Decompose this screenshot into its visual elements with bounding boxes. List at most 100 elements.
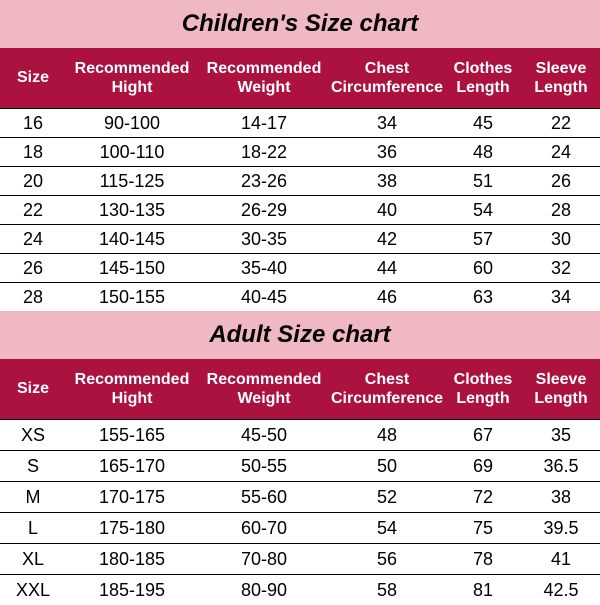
children-cell: 115-125 — [66, 167, 198, 195]
children-cell: 30-35 — [198, 225, 330, 253]
children-cell: 22 — [0, 196, 66, 224]
children-section: Children's Size chart SizeRecommendedHig… — [0, 0, 600, 311]
children-cell: 44 — [330, 254, 444, 282]
children-row: 18100-11018-22364824 — [0, 137, 600, 166]
children-row: 20115-12523-26385126 — [0, 166, 600, 195]
children-cell: 36 — [330, 138, 444, 166]
adult-row: XXL185-19580-90588142.5 — [0, 574, 600, 605]
children-header-cell: ChestCircumference — [330, 48, 444, 108]
children-cell: 63 — [444, 283, 522, 311]
children-header-cell: ClothesLength — [444, 48, 522, 108]
adult-cell: 45-50 — [198, 420, 330, 450]
children-cell: 34 — [330, 109, 444, 137]
adult-cell: 72 — [444, 482, 522, 512]
adult-row: L175-18060-70547539.5 — [0, 512, 600, 543]
adult-cell: 50-55 — [198, 451, 330, 481]
adult-cell: 70-80 — [198, 544, 330, 574]
children-cell: 26-29 — [198, 196, 330, 224]
adult-cell: 78 — [444, 544, 522, 574]
adult-cell: 155-165 — [66, 420, 198, 450]
children-cell: 28 — [0, 283, 66, 311]
children-cell: 16 — [0, 109, 66, 137]
children-cell: 34 — [522, 283, 600, 311]
adult-cell: 175-180 — [66, 513, 198, 543]
adult-cell: 58 — [330, 575, 444, 605]
children-cell: 51 — [444, 167, 522, 195]
children-cell: 145-150 — [66, 254, 198, 282]
adult-cell: S — [0, 451, 66, 481]
adult-cell: 56 — [330, 544, 444, 574]
adult-cell: 81 — [444, 575, 522, 605]
children-cell: 30 — [522, 225, 600, 253]
adult-header-cell: RecommendedWeight — [198, 359, 330, 419]
children-cell: 54 — [444, 196, 522, 224]
children-cell: 57 — [444, 225, 522, 253]
adult-cell: 180-185 — [66, 544, 198, 574]
adult-cell: 38 — [522, 482, 600, 512]
adult-title: Adult Size chart — [0, 311, 600, 359]
adult-cell: 52 — [330, 482, 444, 512]
children-cell: 130-135 — [66, 196, 198, 224]
children-cell: 90-100 — [66, 109, 198, 137]
adult-cell: 80-90 — [198, 575, 330, 605]
adult-header-cell: Size — [0, 359, 66, 419]
children-header-cell: SleeveLength — [522, 48, 600, 108]
children-cell: 45 — [444, 109, 522, 137]
children-row: 28150-15540-45466334 — [0, 282, 600, 311]
children-cell: 38 — [330, 167, 444, 195]
adult-cell: 42.5 — [522, 575, 600, 605]
adult-cell: 48 — [330, 420, 444, 450]
adult-cell: 69 — [444, 451, 522, 481]
children-rows: 1690-10014-1734452218100-11018-223648242… — [0, 108, 600, 311]
adult-rows: XS155-16545-50486735S165-17050-55506936.… — [0, 419, 600, 605]
children-header-cell: Size — [0, 48, 66, 108]
children-row: 26145-15035-40446032 — [0, 253, 600, 282]
children-cell: 20 — [0, 167, 66, 195]
adult-cell: 36.5 — [522, 451, 600, 481]
children-cell: 24 — [0, 225, 66, 253]
children-cell: 46 — [330, 283, 444, 311]
children-cell: 26 — [0, 254, 66, 282]
adult-cell: 165-170 — [66, 451, 198, 481]
adult-cell: 170-175 — [66, 482, 198, 512]
adult-cell: 54 — [330, 513, 444, 543]
children-cell: 100-110 — [66, 138, 198, 166]
adult-header-cell: SleeveLength — [522, 359, 600, 419]
children-cell: 18-22 — [198, 138, 330, 166]
adult-header-cell: ClothesLength — [444, 359, 522, 419]
children-cell: 18 — [0, 138, 66, 166]
children-cell: 28 — [522, 196, 600, 224]
children-cell: 35-40 — [198, 254, 330, 282]
children-header-cell: RecommendedHight — [66, 48, 198, 108]
adult-cell: XL — [0, 544, 66, 574]
children-row: 24140-14530-35425730 — [0, 224, 600, 253]
children-cell: 60 — [444, 254, 522, 282]
children-header-row: SizeRecommendedHightRecommendedWeightChe… — [0, 48, 600, 108]
children-cell: 26 — [522, 167, 600, 195]
children-cell: 23-26 — [198, 167, 330, 195]
children-header-cell: RecommendedWeight — [198, 48, 330, 108]
adult-cell: 50 — [330, 451, 444, 481]
children-cell: 40 — [330, 196, 444, 224]
children-cell: 14-17 — [198, 109, 330, 137]
children-row: 22130-13526-29405428 — [0, 195, 600, 224]
children-cell: 140-145 — [66, 225, 198, 253]
children-cell: 150-155 — [66, 283, 198, 311]
adult-row: M170-17555-60527238 — [0, 481, 600, 512]
children-cell: 42 — [330, 225, 444, 253]
adult-header-cell: RecommendedHight — [66, 359, 198, 419]
children-cell: 22 — [522, 109, 600, 137]
children-row: 1690-10014-17344522 — [0, 108, 600, 137]
children-cell: 48 — [444, 138, 522, 166]
children-cell: 24 — [522, 138, 600, 166]
adult-header-cell: ChestCircumference — [330, 359, 444, 419]
adult-cell: XS — [0, 420, 66, 450]
adult-section: Adult Size chart SizeRecommendedHightRec… — [0, 311, 600, 605]
children-cell: 40-45 — [198, 283, 330, 311]
adult-cell: 60-70 — [198, 513, 330, 543]
adult-cell: 67 — [444, 420, 522, 450]
adult-row: S165-17050-55506936.5 — [0, 450, 600, 481]
adult-cell: 35 — [522, 420, 600, 450]
adult-row: XL180-18570-80567841 — [0, 543, 600, 574]
children-cell: 32 — [522, 254, 600, 282]
